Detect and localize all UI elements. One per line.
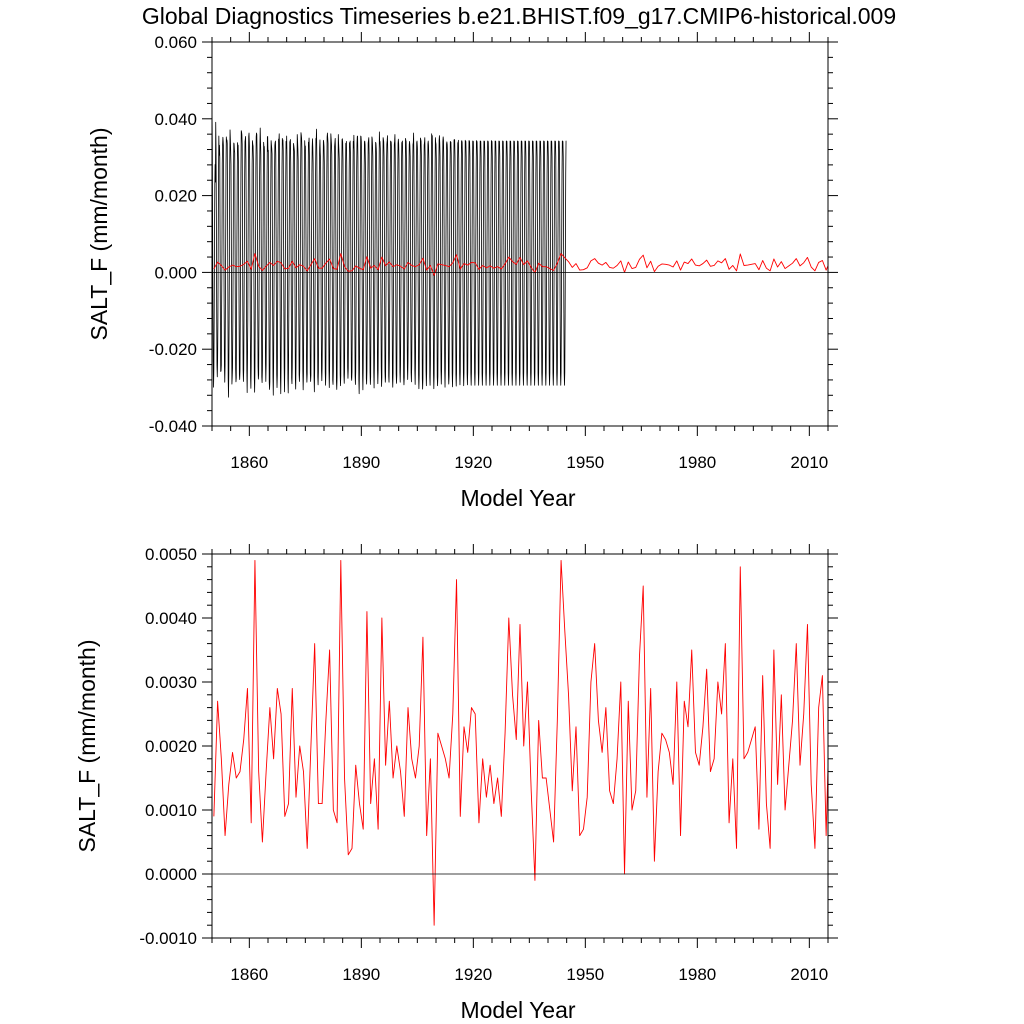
figure-title: Global Diagnostics Timeseries b.e21.BHIS… (142, 3, 896, 29)
bottom-xtick-label: 1950 (566, 965, 604, 984)
bottom-xtick-label: 2010 (790, 965, 828, 984)
bottom-xtick-label: 1920 (454, 965, 492, 984)
top-ytick-label: 0.020 (154, 187, 197, 206)
bottom-ytick-label: 0.0010 (145, 801, 197, 820)
top-xtick-label: 2010 (790, 453, 828, 472)
bottom-xaxis-label: Model Year (460, 997, 575, 1023)
top-xtick-label: 1950 (566, 453, 604, 472)
monthly-timeseries-panel: 1860 1890 1920 1950 1980 2010 -0.040 -0.020 0.00… (86, 32, 838, 511)
bottom-xtick-label: 1980 (678, 965, 716, 984)
bottom-ytick-label: 0.0030 (145, 673, 197, 692)
top-ytick-label: 0.040 (154, 110, 197, 129)
bottom-ytick-label: 0.0040 (145, 609, 197, 628)
bottom-xtick-label: 1860 (230, 965, 268, 984)
top-series-monthly (212, 100, 567, 398)
top-plot-frame (211, 41, 829, 427)
top-xaxis-label: Model Year (460, 485, 575, 511)
bottom-xtick-label: 1890 (342, 965, 380, 984)
top-yaxis-label: SALT_F (mm/month) (86, 128, 112, 341)
annual-timeseries-panel: 1860 1890 1920 1950 1980 2010 -0.0010 0.0000 0.0… (74, 544, 838, 1023)
bottom-ytick-label: 0.0020 (145, 737, 197, 756)
bottom-series-annual (213, 559, 828, 926)
top-ytick-label: -0.040 (149, 417, 197, 436)
bottom-ytick-label: -0.0010 (139, 929, 197, 948)
top-xtick-label: 1980 (678, 453, 716, 472)
top-xtick-label: 1920 (454, 453, 492, 472)
top-xtick-label: 1860 (230, 453, 268, 472)
top-xtick-label: 1890 (342, 453, 380, 472)
bottom-yaxis-label: SALT_F (mm/month) (74, 640, 100, 853)
top-ytick-label: 0.000 (154, 263, 197, 282)
top-ytick-label: 0.060 (154, 33, 197, 52)
top-ytick-label: -0.020 (149, 340, 197, 359)
top-series-annual (213, 253, 828, 276)
bottom-ytick-label: 0.0000 (145, 865, 197, 884)
bottom-ytick-label: 0.0050 (145, 545, 197, 564)
